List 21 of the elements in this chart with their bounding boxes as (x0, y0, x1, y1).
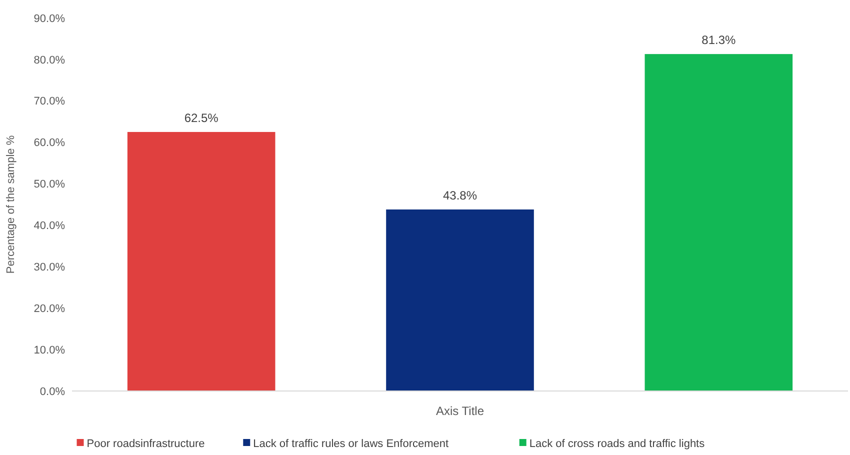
y-tick-label: 10.0% (34, 344, 66, 356)
y-tick-label: 90.0% (34, 12, 66, 25)
y-tick-label: 0.0% (40, 386, 66, 398)
bar (644, 54, 793, 391)
x-axis-title: Axis Title (436, 404, 484, 418)
y-tick-label: 80.0% (34, 54, 66, 66)
y-tick-label: 40.0% (34, 220, 66, 232)
y-axis-title: Percentage of the sample % (5, 135, 17, 274)
bar (386, 209, 534, 391)
legend-label: Lack of traffic rules or laws Enforcement (253, 438, 449, 450)
y-tick-label: 20.0% (34, 302, 66, 315)
data-label: 62.5% (184, 110, 219, 125)
legend-label: Poor roadsinfrastructure (86, 438, 205, 450)
data-label: 43.8% (442, 188, 478, 202)
y-tick-label: 70.0% (34, 96, 66, 108)
y-tick-label: 60.0% (34, 137, 66, 150)
y-tick-label: 50.0% (34, 178, 66, 191)
legend-label: Lack of cross roads and traffic lights (529, 438, 706, 450)
bar (127, 132, 276, 391)
y-tick-label: 30.0% (34, 262, 66, 274)
data-label: 81.3% (702, 33, 736, 48)
